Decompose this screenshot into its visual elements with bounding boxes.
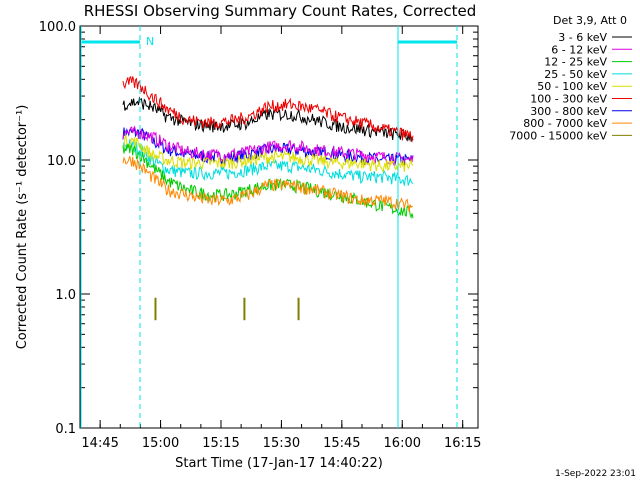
- y-axis-label: Corrected Count Rate (s⁻¹ detector⁻¹): [15, 105, 30, 350]
- legend-label: 7000 - 15000 keV: [509, 129, 607, 142]
- x-axis: 14:45 15:00 15:15 15:30 15:45 16:00 16:15: [79, 26, 481, 451]
- series-line: [122, 138, 414, 186]
- x-tick-label: 15:15: [202, 436, 239, 451]
- legend-label: 300 - 800 keV: [530, 105, 607, 118]
- attenuator-markers: N: [80, 26, 458, 428]
- series-line: [122, 75, 414, 143]
- x-tick-label: 16:15: [444, 436, 481, 451]
- series-line: [122, 134, 414, 173]
- timestamp: 1-Sep-2022 23:01: [555, 469, 636, 479]
- x-tick-label: 15:00: [142, 436, 179, 451]
- y-axis: 0.1 1.0 10.0 100.0: [39, 20, 478, 437]
- x-axis-label: Start Time (17-Jan-17 14:40:22): [175, 456, 383, 471]
- plot-frame: [79, 25, 479, 429]
- x-tick-label: 16:00: [384, 436, 421, 451]
- legend-label: 3 - 6 keV: [558, 31, 607, 44]
- plot-area: [79, 25, 479, 429]
- legend-label: 12 - 25 keV: [544, 56, 607, 69]
- legend-label: 50 - 100 keV: [537, 80, 607, 93]
- series-layer: [122, 75, 414, 321]
- x-tick-label: 15:45: [323, 436, 360, 451]
- legend-header: Det 3,9, Att 0: [553, 14, 627, 27]
- legend-label: 25 - 50 keV: [544, 68, 607, 81]
- series-line: [122, 126, 414, 166]
- legend-label: 6 - 12 keV: [551, 43, 607, 56]
- legend-label: 800 - 7000 keV: [523, 117, 607, 130]
- y-tick-label: 100.0: [39, 20, 76, 35]
- series-line: [122, 144, 414, 219]
- night-flag-label: N: [146, 35, 154, 48]
- y-tick-label: 10.0: [47, 154, 76, 169]
- series-line: [122, 156, 413, 212]
- chart-title: RHESSI Observing Summary Count Rates, Co…: [84, 2, 477, 20]
- x-tick-label: 14:45: [81, 436, 118, 451]
- series-line: [122, 96, 414, 142]
- legend-label: 100 - 300 keV: [530, 93, 607, 106]
- x-tick-label: 15:30: [263, 436, 300, 451]
- y-tick-label: 1.0: [55, 288, 76, 303]
- y-tick-label: 0.1: [55, 422, 76, 437]
